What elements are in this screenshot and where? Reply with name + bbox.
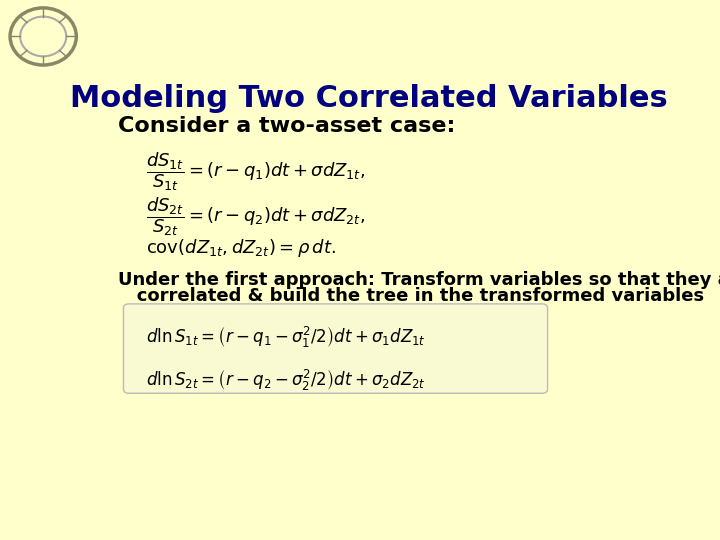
- FancyBboxPatch shape: [124, 304, 548, 393]
- Text: Modeling Two Correlated Variables: Modeling Two Correlated Variables: [70, 84, 668, 112]
- Text: $\dfrac{dS_{2t}}{S_{2t}} = (r - q_2)dt + \sigma dZ_{2t},$: $\dfrac{dS_{2t}}{S_{2t}} = (r - q_2)dt +…: [145, 196, 365, 239]
- Text: $d\ln S_{1t} = \left(r - q_1 - \sigma_1^2/2\right)dt + \sigma_1 dZ_{1t}$: $d\ln S_{1t} = \left(r - q_1 - \sigma_1^…: [145, 325, 426, 350]
- Text: $d\ln S_{2t} = \left(r - q_2 - \sigma_2^2/2\right)dt + \sigma_2 dZ_{2t}$: $d\ln S_{2t} = \left(r - q_2 - \sigma_2^…: [145, 368, 426, 394]
- Text: $\dfrac{dS_{1t}}{S_{1t}} = (r - q_1)dt + \sigma dZ_{1t},$: $\dfrac{dS_{1t}}{S_{1t}} = (r - q_1)dt +…: [145, 150, 365, 193]
- Text: correlated & build the tree in the transformed variables: correlated & build the tree in the trans…: [118, 287, 704, 305]
- Text: $\mathrm{cov}(dZ_{1t}, dZ_{2t}) = \rho\, dt.$: $\mathrm{cov}(dZ_{1t}, dZ_{2t}) = \rho\,…: [145, 238, 336, 259]
- Text: Consider a two-asset case:: Consider a two-asset case:: [118, 116, 455, 136]
- Text: Under the first approach: Transform variables so that they are not: Under the first approach: Transform vari…: [118, 271, 720, 288]
